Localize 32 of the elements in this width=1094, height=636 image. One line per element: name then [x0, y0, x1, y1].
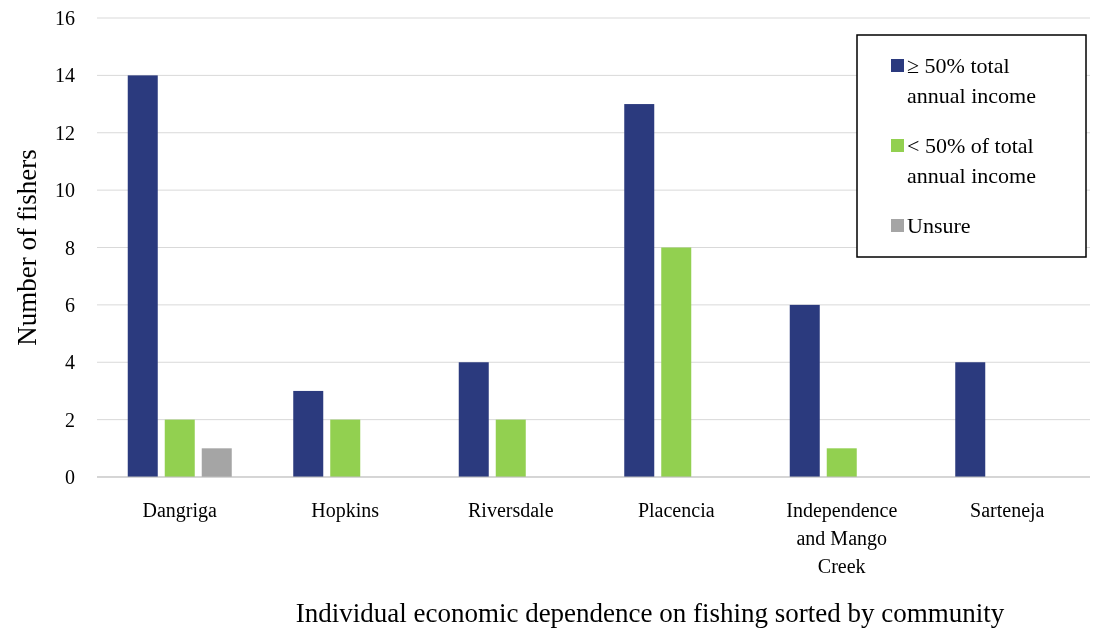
bar	[127, 75, 158, 477]
bar	[624, 104, 655, 477]
y-tick-label: 16	[55, 7, 75, 29]
bar	[458, 362, 489, 477]
y-tick-label: 4	[65, 351, 75, 374]
y-axis-title: Number of fishers	[12, 149, 42, 346]
x-tick-label: Dangriga	[142, 499, 218, 522]
bar	[661, 247, 692, 477]
x-tick-label: Placencia	[637, 499, 715, 521]
bar	[826, 448, 857, 477]
y-tick-label: 8	[65, 236, 75, 259]
bar	[293, 390, 324, 477]
x-tick-label: Hopkins	[311, 499, 380, 522]
bar	[789, 304, 820, 477]
y-tick-label: 12	[55, 121, 75, 144]
bar	[955, 362, 986, 477]
x-axis-title: Individual economic dependence on fishing sorted by community	[295, 598, 1005, 628]
x-tick-label: Riversdale	[467, 499, 554, 521]
x-tick-label: Independence and Mango Creek	[786, 499, 898, 577]
y-tick-label: 6	[65, 293, 75, 316]
x-tick-label: Sarteneja	[970, 499, 1045, 522]
y-tick-label: 14	[55, 64, 75, 87]
legend-label: Unsure	[907, 213, 971, 238]
bar	[330, 419, 361, 477]
y-tick-label: 0	[65, 466, 75, 488]
y-tick-label: 2	[65, 408, 75, 431]
bar	[164, 419, 195, 477]
bar	[201, 448, 232, 477]
legend-label: < 50% of total annual income	[907, 133, 1036, 188]
bar	[495, 419, 526, 477]
y-tick-label: 10	[55, 179, 75, 202]
legend-label: ≥ 50% total annual income	[907, 53, 1036, 108]
